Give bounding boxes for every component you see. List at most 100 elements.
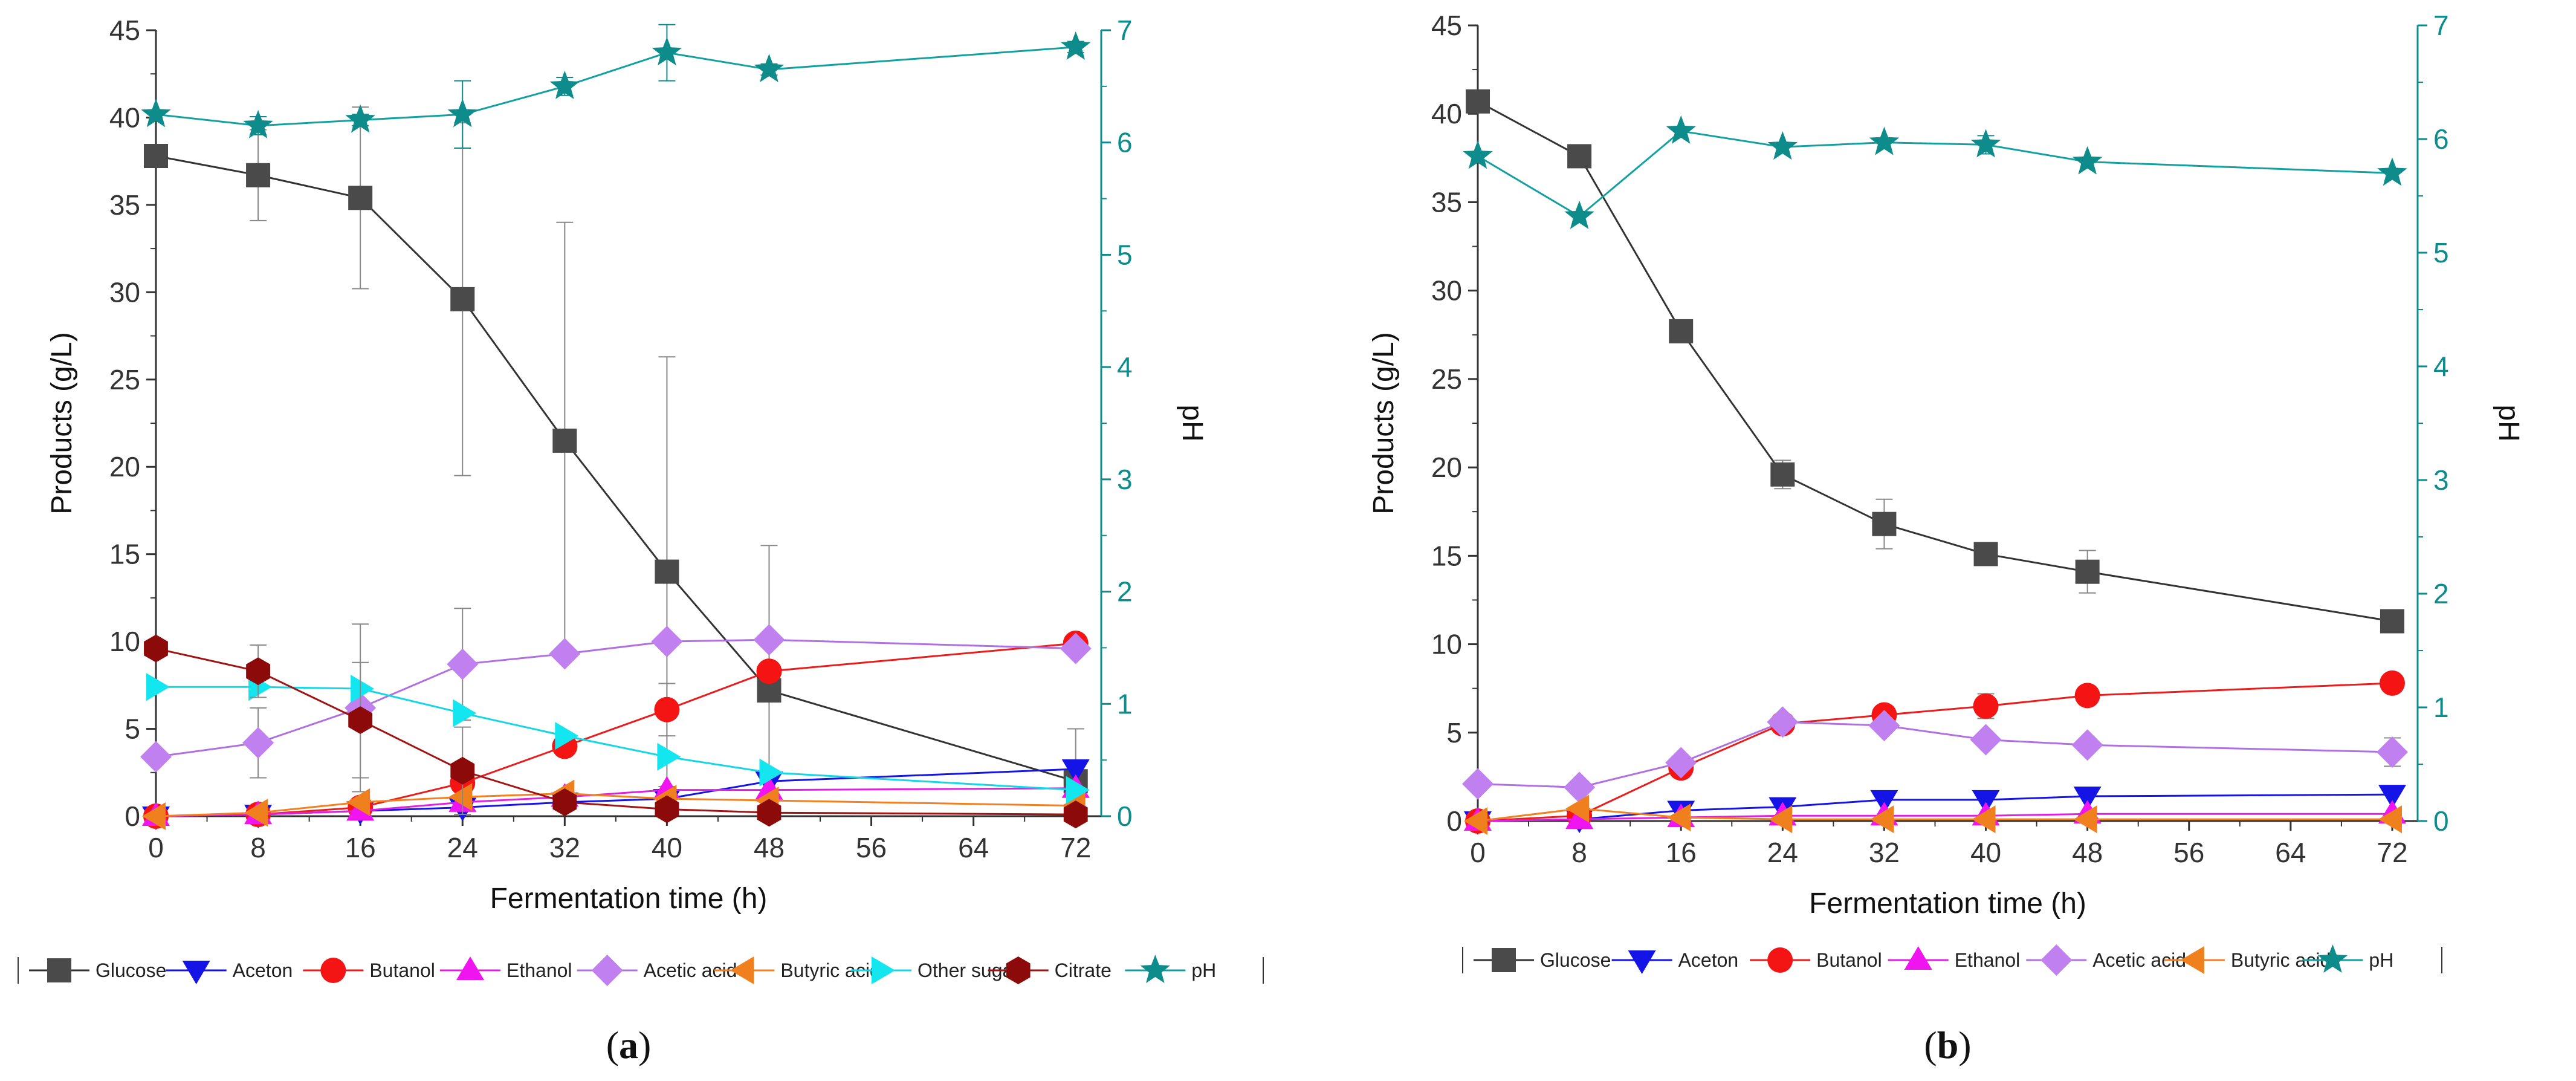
data-point	[345, 104, 375, 133]
y-tick-label: 25	[109, 364, 140, 395]
x-tick-label: 24	[1767, 837, 1798, 868]
y-tick-label: 45	[109, 15, 140, 46]
y2-tick-label: 4	[1117, 351, 1133, 383]
x-tick-label: 72	[1060, 832, 1091, 863]
y2-tick-label: 1	[2433, 692, 2449, 723]
legend-marker	[1628, 950, 1656, 974]
legend-entry-other-sugar: Other sugar	[851, 956, 1020, 984]
data-point	[2071, 729, 2103, 761]
x-tick-label: 32	[1869, 837, 1900, 868]
series-line	[1477, 682, 2393, 822]
series-line	[1477, 721, 2393, 788]
series-citrate	[144, 634, 1088, 829]
data-point	[2072, 146, 2103, 175]
legend-entry-aceton: Aceton	[166, 959, 293, 984]
x-tick-label: 32	[549, 832, 580, 863]
y-tick-label: 35	[1431, 186, 1462, 218]
y-tick-label: 15	[109, 539, 140, 570]
data-point	[144, 634, 168, 663]
x-tick-label: 56	[2173, 837, 2204, 868]
legend-marker	[2180, 946, 2204, 974]
data-point	[1973, 542, 1998, 566]
data-point	[1565, 794, 1590, 823]
y2-tick-label: 0	[2433, 805, 2449, 837]
y-tick-label: 15	[1431, 540, 1462, 571]
data-point	[1869, 126, 1900, 155]
data-point	[1564, 200, 1594, 229]
x-tick-label: 8	[250, 832, 266, 863]
series-line	[1477, 130, 2393, 218]
series-line	[156, 686, 1076, 791]
series-line	[155, 638, 1076, 758]
data-point	[1564, 771, 1596, 803]
y2-tick-label: 5	[1117, 239, 1133, 270]
data-point	[453, 699, 477, 727]
x-tick-label: 64	[958, 832, 989, 863]
data-point	[1870, 805, 1894, 834]
series-line	[155, 787, 1076, 817]
legend-label: Aceton	[1678, 949, 1739, 971]
legend-label: Aceton	[233, 959, 293, 981]
legend-label: Ethanol	[1955, 949, 2021, 971]
legend-marker	[1140, 955, 1171, 984]
legend-marker	[2317, 944, 2348, 973]
series-ph	[141, 24, 1091, 149]
y-tick-label: 0	[125, 800, 140, 832]
data-point	[144, 144, 168, 168]
series-other-sugar	[146, 673, 1090, 804]
data-point	[1769, 805, 1793, 834]
data-point	[1066, 776, 1090, 804]
data-point	[1463, 140, 1493, 169]
legend: Glucose Aceton Butanol Ethanol Acetic acid Bu…	[1462, 944, 2442, 976]
data-point	[1767, 131, 1798, 160]
data-point	[2380, 609, 2404, 634]
panel-label: (a)	[606, 1024, 652, 1066]
x-tick-label: 48	[754, 832, 785, 863]
data-point	[1061, 31, 1091, 60]
data-point	[346, 788, 371, 816]
data-point	[242, 727, 274, 759]
y2-axis-title: pH	[1176, 404, 1208, 441]
legend-marker	[1767, 947, 1793, 973]
panel-label: (b)	[1924, 1024, 1971, 1066]
data-point	[448, 783, 473, 811]
series-line	[1477, 793, 2392, 822]
series-acetic-acid	[140, 608, 1092, 793]
axes: 0 8 16 24 32 40 48 56 64 720510152025303540450123…	[46, 15, 1208, 915]
data-point	[2376, 736, 2408, 768]
y-tick-label: 0	[1446, 805, 1462, 837]
data-point	[2378, 785, 2406, 809]
data-point	[1567, 144, 1592, 169]
legend-label: pH	[1191, 959, 1216, 981]
legend-entry-acetic-acid: Acetic acid	[577, 955, 737, 986]
legend-marker	[1904, 946, 1932, 970]
data-point	[1462, 768, 1493, 800]
data-point	[243, 109, 273, 138]
x-tick-label: 48	[2072, 837, 2103, 868]
data-point	[2075, 559, 2100, 584]
y-tick-label: 30	[1431, 275, 1462, 307]
data-point	[348, 186, 373, 210]
y-axis-title: Products (g/L)	[1368, 332, 1400, 514]
y2-tick-label: 0	[1117, 800, 1133, 832]
legend-label: Ethanol	[506, 959, 572, 981]
data-point	[351, 675, 375, 703]
x-tick-label: 16	[1666, 837, 1697, 868]
y-tick-label: 30	[109, 276, 140, 308]
panel-a: 0 8 16 24 32 40 48 56 64 720510152025303540450123…	[18, 15, 1264, 1066]
data-point	[549, 70, 580, 99]
x-tick-label: 40	[1970, 837, 2001, 868]
data-point	[1464, 807, 1487, 835]
y-tick-label: 10	[109, 626, 140, 657]
data-point	[1767, 706, 1799, 738]
x-tick-label: 16	[345, 832, 376, 863]
data-point	[447, 99, 477, 128]
plot-area	[1462, 89, 2408, 835]
series-butanol	[143, 631, 1089, 829]
legend-entry-aceton: Aceton	[1611, 949, 1739, 974]
series-line	[155, 155, 1076, 782]
y2-axis-title: pH	[2493, 404, 2525, 441]
data-point	[1666, 115, 1696, 144]
series-line	[1477, 100, 2393, 623]
y-tick-label: 20	[109, 451, 140, 482]
